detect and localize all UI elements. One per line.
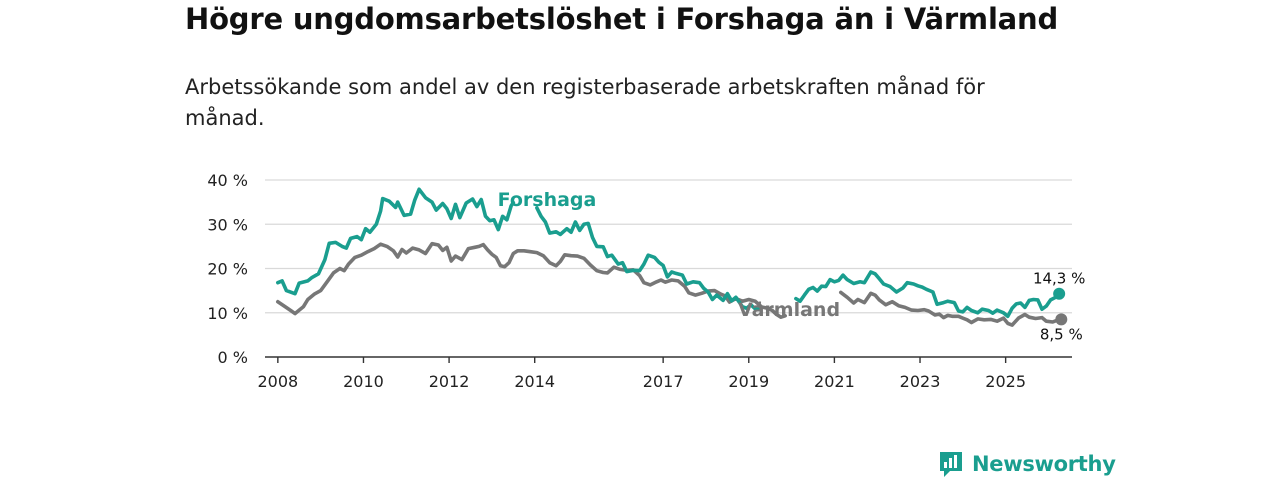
chart-title: Högre ungdomsarbetslöshet i Forshaga än … bbox=[185, 2, 1059, 36]
series-label-forshaga: Forshaga bbox=[498, 189, 597, 211]
y-tick-label: 0 % bbox=[218, 348, 248, 367]
x-tick-label: 2017 bbox=[643, 372, 684, 391]
newsworthy-logo-icon bbox=[940, 452, 962, 477]
chart-subtitle: Arbetssökande som andel av den registerb… bbox=[185, 75, 985, 130]
x-tick-label: 2012 bbox=[429, 372, 470, 391]
x-tick-label: 2023 bbox=[900, 372, 941, 391]
end-value-label-forshaga: 14,3 % bbox=[1033, 270, 1085, 288]
newsworthy-logo[interactable]: Newsworthy bbox=[938, 450, 1116, 478]
x-tick-label: 2019 bbox=[728, 372, 769, 391]
end-dot-vrmland bbox=[1055, 313, 1068, 326]
x-tick-label: 2025 bbox=[985, 372, 1026, 391]
series-line-vrmland bbox=[276, 241, 1064, 327]
y-tick-label: 10 % bbox=[207, 304, 248, 323]
x-tick-label: 2008 bbox=[257, 372, 298, 391]
y-tick-label: 20 % bbox=[207, 260, 248, 279]
x-tick-label: 2010 bbox=[343, 372, 384, 391]
series-label-varmland: Värmland bbox=[738, 299, 840, 321]
y-tick-label: 40 % bbox=[207, 171, 248, 190]
x-tick-label: 2021 bbox=[814, 372, 855, 391]
newsworthy-logo-text: Newsworthy bbox=[972, 452, 1116, 476]
x-tick-label: 2014 bbox=[514, 372, 555, 391]
end-dot-forshaga bbox=[1053, 287, 1066, 300]
series-line-forshaga bbox=[276, 187, 1061, 319]
y-tick-label: 30 % bbox=[207, 215, 248, 234]
end-value-label-varmland: 8,5 % bbox=[1040, 325, 1083, 343]
